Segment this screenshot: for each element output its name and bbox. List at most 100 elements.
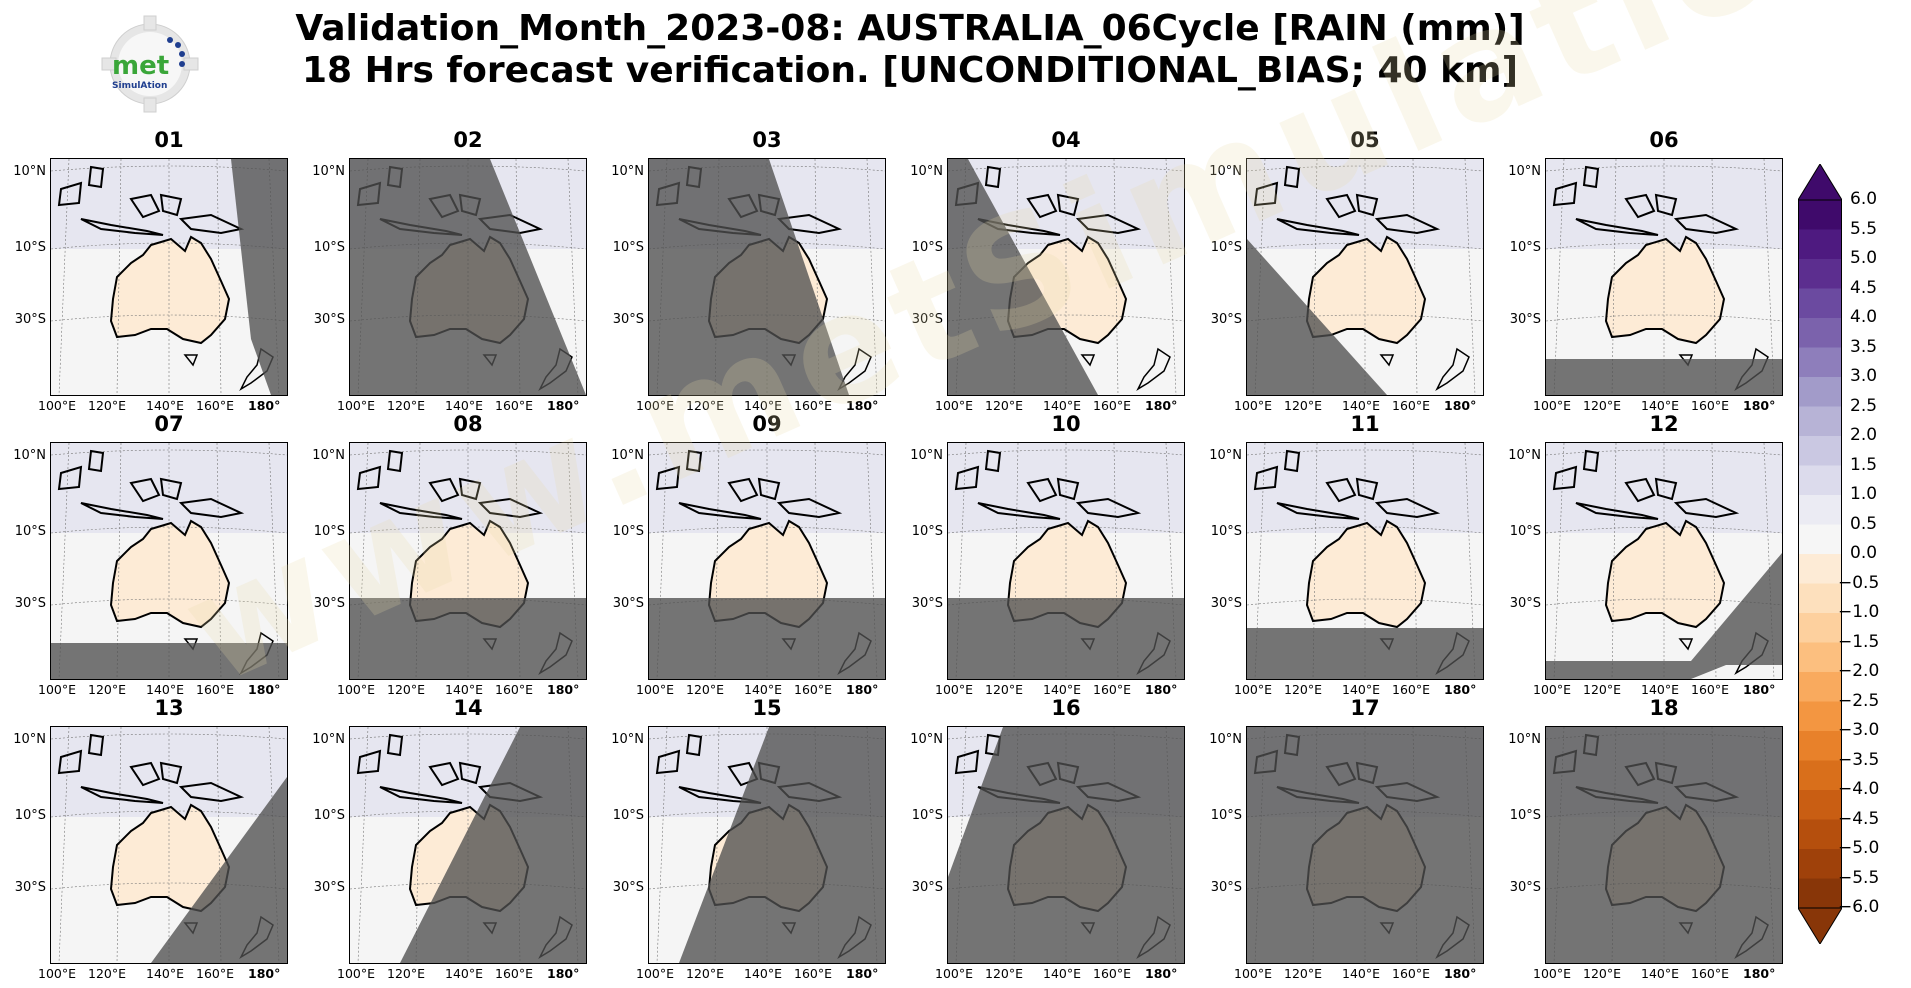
lat-label: 30°S bbox=[911, 312, 943, 327]
lon-label: 160°E bbox=[794, 682, 833, 697]
coastline-tasmania bbox=[1379, 354, 1395, 367]
lon-label: 140°E bbox=[146, 682, 185, 697]
coastline-australia bbox=[1604, 519, 1726, 629]
negative-bias-field bbox=[1606, 521, 1724, 627]
panel-title-03: 03 bbox=[752, 128, 782, 152]
lat-label: 10°S bbox=[1509, 240, 1541, 255]
lon-label: 140°E bbox=[744, 682, 783, 697]
lon-label: 180° bbox=[1444, 398, 1477, 413]
lat-label: 30°S bbox=[1509, 596, 1541, 611]
missing-data-mask bbox=[1546, 359, 1782, 395]
coastline-australia bbox=[1305, 235, 1427, 345]
lon-label: 180° bbox=[547, 682, 580, 697]
lat-label: 10°S bbox=[1210, 240, 1242, 255]
lon-label: 120°E bbox=[686, 966, 725, 981]
lon-label: 140°E bbox=[445, 966, 484, 981]
lon-label: 100°E bbox=[337, 682, 376, 697]
missing-data-mask bbox=[350, 159, 586, 395]
lon-label: 160°E bbox=[1392, 682, 1431, 697]
lon-label: 120°E bbox=[88, 682, 127, 697]
lon-label: 180° bbox=[1145, 682, 1178, 697]
lat-label: 30°S bbox=[1509, 880, 1541, 895]
lat-label: 10°S bbox=[911, 524, 943, 539]
map-panel-14 bbox=[349, 726, 587, 964]
lon-label: 160°E bbox=[1691, 682, 1730, 697]
colorbar-tick-label: 3.5 bbox=[1850, 336, 1878, 357]
colorbar-tick-label: 0.5 bbox=[1850, 513, 1878, 534]
missing-data-mask bbox=[948, 727, 1184, 963]
lat-label: 10°N bbox=[611, 448, 644, 463]
lon-label: 140°E bbox=[1043, 398, 1082, 413]
panel-title-02: 02 bbox=[453, 128, 483, 152]
lon-label: 120°E bbox=[1284, 398, 1323, 413]
panel-title-10: 10 bbox=[1051, 412, 1081, 436]
colorbar-tick-label: −5.0 bbox=[1838, 838, 1880, 858]
lat-label: 10°S bbox=[14, 240, 46, 255]
colorbar-tick-label: −6.0 bbox=[1838, 897, 1880, 917]
lon-label: 180° bbox=[248, 682, 281, 697]
lat-label: 10°N bbox=[1209, 448, 1242, 463]
panel-title-15: 15 bbox=[752, 696, 782, 720]
lon-label: 120°E bbox=[985, 682, 1024, 697]
coastline-new-zealand bbox=[1435, 347, 1470, 391]
panel-title-04: 04 bbox=[1051, 128, 1081, 152]
lon-label: 180° bbox=[1145, 398, 1178, 413]
panel-title-18: 18 bbox=[1649, 696, 1679, 720]
lat-label: 10°N bbox=[910, 448, 943, 463]
coastline-tasmania bbox=[1678, 638, 1694, 651]
panel-title-08: 08 bbox=[453, 412, 483, 436]
colorbar-segment bbox=[1798, 760, 1842, 791]
lon-label: 100°E bbox=[38, 966, 77, 981]
lon-label: 180° bbox=[1444, 682, 1477, 697]
coastline-islands bbox=[954, 449, 1142, 520]
negative-bias-field bbox=[1307, 237, 1425, 343]
lat-label: 10°N bbox=[1508, 732, 1541, 747]
colorbar-segment bbox=[1798, 731, 1842, 761]
lon-label: 100°E bbox=[337, 966, 376, 981]
lat-label: 30°S bbox=[14, 880, 46, 895]
map-panel-05 bbox=[1246, 158, 1484, 396]
lat-label: 10°S bbox=[14, 524, 46, 539]
met-simulation-logo: met SimulAtion bbox=[98, 12, 202, 116]
missing-data-mask bbox=[151, 777, 287, 963]
lat-label: 10°S bbox=[612, 240, 644, 255]
lon-label: 100°E bbox=[935, 398, 974, 413]
map-panel-18 bbox=[1545, 726, 1783, 964]
lon-label: 100°E bbox=[38, 682, 77, 697]
lon-label: 160°E bbox=[1392, 398, 1431, 413]
colorbar-segment bbox=[1798, 642, 1842, 673]
coastline-islands bbox=[1552, 165, 1740, 236]
lon-label: 140°E bbox=[744, 966, 783, 981]
lon-label: 160°E bbox=[196, 966, 235, 981]
colorbar-segment bbox=[1798, 377, 1842, 407]
lat-label: 30°S bbox=[911, 596, 943, 611]
lon-label: 180° bbox=[846, 966, 879, 981]
colorbar-segment bbox=[1798, 200, 1842, 230]
lon-label: 140°E bbox=[1043, 966, 1082, 981]
lon-label: 140°E bbox=[146, 398, 185, 413]
colorbar-tick-label: 0.0 bbox=[1850, 543, 1878, 563]
lon-label: 160°E bbox=[1093, 398, 1132, 413]
colorbar-tick-label: 4.5 bbox=[1850, 277, 1878, 298]
colorbar-segment bbox=[1798, 495, 1842, 525]
lon-label: 100°E bbox=[1533, 398, 1572, 413]
coastline-islands bbox=[1552, 449, 1740, 520]
colorbar-segment bbox=[1798, 318, 1842, 348]
lat-label: 10°N bbox=[13, 732, 46, 747]
lon-label: 120°E bbox=[88, 966, 127, 981]
colorbar-extend-max bbox=[1798, 164, 1842, 201]
map-panel-06 bbox=[1545, 158, 1783, 396]
logo-word: met bbox=[112, 51, 169, 81]
lon-label: 100°E bbox=[1234, 682, 1273, 697]
lon-label: 120°E bbox=[686, 398, 725, 413]
colorbar-tick-label: −5.5 bbox=[1838, 867, 1880, 888]
colorbar-tick-label: −1.0 bbox=[1838, 602, 1880, 622]
lat-label: 10°S bbox=[1509, 808, 1541, 823]
map-panel-07 bbox=[50, 442, 288, 680]
map-panel-17 bbox=[1246, 726, 1484, 964]
colorbar-frame bbox=[1798, 199, 1842, 909]
coastline-islands bbox=[1253, 449, 1441, 520]
negative-bias-field bbox=[111, 521, 229, 627]
missing-data-mask bbox=[649, 598, 885, 679]
colorbar-tick-label: 1.0 bbox=[1850, 484, 1878, 504]
